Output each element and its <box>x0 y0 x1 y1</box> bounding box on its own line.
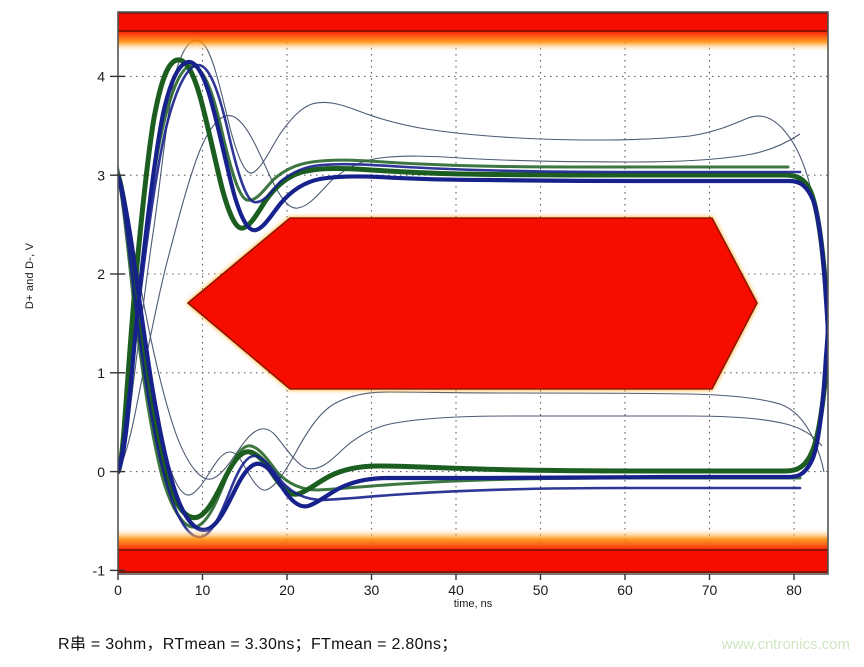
trace-green-falling <box>118 172 828 521</box>
trace-green-rising <box>118 57 828 475</box>
x-tick-label: 70 <box>702 582 718 598</box>
figure-caption: R串 = 3ohm，RTmean = 3.30ns；FTmean = 2.80n… <box>58 636 458 653</box>
eye-mask-hexagon <box>186 217 758 390</box>
x-tick-label: 20 <box>279 582 295 598</box>
y-tick-marks <box>110 75 125 572</box>
trace-blue-rising <box>118 59 828 474</box>
eye-mask-bottom-band <box>118 528 828 573</box>
x-tick-label: 50 <box>533 582 549 598</box>
x-tick-label: 0 <box>114 582 122 598</box>
y-tick-label: 1 <box>97 365 105 381</box>
x-tick-label: 80 <box>786 582 802 598</box>
y-tick-label: 0 <box>97 464 105 480</box>
x-tick-marks <box>117 574 795 580</box>
y-axis-label: D+ and D-, V <box>24 242 36 310</box>
x-tick-label: 10 <box>195 582 211 598</box>
x-axis-label: time, ns <box>453 598 493 610</box>
eye-mask-top-band <box>118 12 828 52</box>
x-tick-label: 30 <box>364 582 380 598</box>
trace-blue-falling <box>118 173 828 532</box>
y-tick-labels: -1 0 1 2 3 4 <box>93 69 106 579</box>
y-tick-label: -1 <box>93 563 106 579</box>
eye-diagram-chart: -1 0 1 2 3 4 0 10 <box>24 11 829 610</box>
y-tick-label: 2 <box>97 266 105 282</box>
y-tick-label: 4 <box>97 69 105 85</box>
x-tick-label: 60 <box>617 582 633 598</box>
y-tick-label: 3 <box>97 167 105 183</box>
x-tick-labels: 0 10 20 30 40 50 60 70 80 <box>114 582 802 598</box>
site-watermark: www.cntronics.com <box>721 636 850 653</box>
trace-blue-bundle <box>118 59 828 539</box>
plot-frame <box>117 11 829 575</box>
plot-svg: -1 0 1 2 3 4 0 10 <box>93 11 829 598</box>
x-tick-label: 40 <box>448 582 464 598</box>
